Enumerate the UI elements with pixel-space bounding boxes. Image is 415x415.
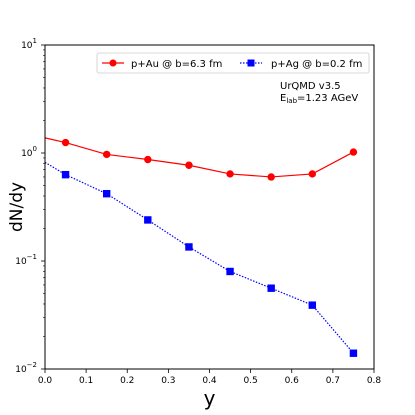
data-point bbox=[308, 301, 317, 309]
data-point bbox=[349, 148, 358, 156]
x-tick-label: 0.0 bbox=[38, 376, 53, 386]
series-line-1 bbox=[44, 137, 354, 178]
data-point bbox=[267, 284, 275, 292]
y-tick-label: 10−2 bbox=[15, 361, 37, 375]
data-point bbox=[102, 150, 111, 159]
annotation-energy-subscript: lab bbox=[286, 97, 297, 105]
annotation-energy-symbol: E bbox=[280, 93, 286, 104]
data-point bbox=[226, 267, 234, 276]
x-tick-label: 0.1 bbox=[79, 376, 93, 386]
annotation-line-1: UrQMD v3.5 bbox=[280, 81, 341, 92]
data-point bbox=[349, 349, 358, 357]
legend-marker-series-1 bbox=[109, 59, 117, 67]
data-point bbox=[144, 216, 152, 224]
data-point bbox=[144, 155, 152, 164]
x-tick-label: 0.7 bbox=[326, 376, 340, 386]
plot-series bbox=[44, 137, 358, 357]
series-line-2 bbox=[44, 161, 354, 354]
data-point bbox=[185, 161, 193, 169]
legend-marker-series-2 bbox=[247, 59, 255, 67]
data-point bbox=[61, 170, 70, 179]
x-tick-label: 0.4 bbox=[202, 376, 217, 386]
y-axis-label: dN/dy bbox=[7, 182, 27, 232]
data-point bbox=[185, 243, 193, 251]
annotation-line-2: Elab=1.23 AGeV bbox=[280, 93, 358, 105]
y-tick-label: 10−1 bbox=[15, 253, 37, 267]
ticks-layer: 0.0 0.1 0.2 0.3 0.4 0.5 0.6 0.7 0.8 10−2 10−1 100 10… bbox=[15, 37, 381, 386]
data-point bbox=[226, 170, 234, 178]
x-tick-label: 0.2 bbox=[120, 376, 134, 386]
legend-box bbox=[96, 52, 370, 74]
x-tick-label: 0.5 bbox=[243, 376, 257, 386]
data-point bbox=[267, 173, 275, 181]
y-tick-label: 101 bbox=[21, 37, 37, 51]
y-tick-label: 100 bbox=[21, 145, 37, 159]
annotation-energy-value: =1.23 AGeV bbox=[297, 93, 358, 104]
plot-frame bbox=[44, 44, 375, 370]
legend-label-series-2: p+Ag @ b=0.2 fm bbox=[271, 59, 362, 70]
x-tick-label: 0.3 bbox=[161, 376, 175, 386]
data-point bbox=[308, 170, 317, 178]
data-point bbox=[61, 138, 70, 147]
x-axis-label: y bbox=[204, 386, 216, 410]
x-tick-label: 0.6 bbox=[285, 376, 300, 386]
data-point bbox=[102, 189, 111, 198]
legend-label-series-1: p+Au @ b=6.3 fm bbox=[131, 59, 222, 70]
x-tick-label: 0.8 bbox=[367, 376, 382, 386]
legend: p+Au @ b=6.3 fm p+Ag @ b=0.2 fm bbox=[96, 52, 370, 74]
annotation: UrQMD v3.5 Elab=1.23 AGeV bbox=[280, 81, 358, 105]
